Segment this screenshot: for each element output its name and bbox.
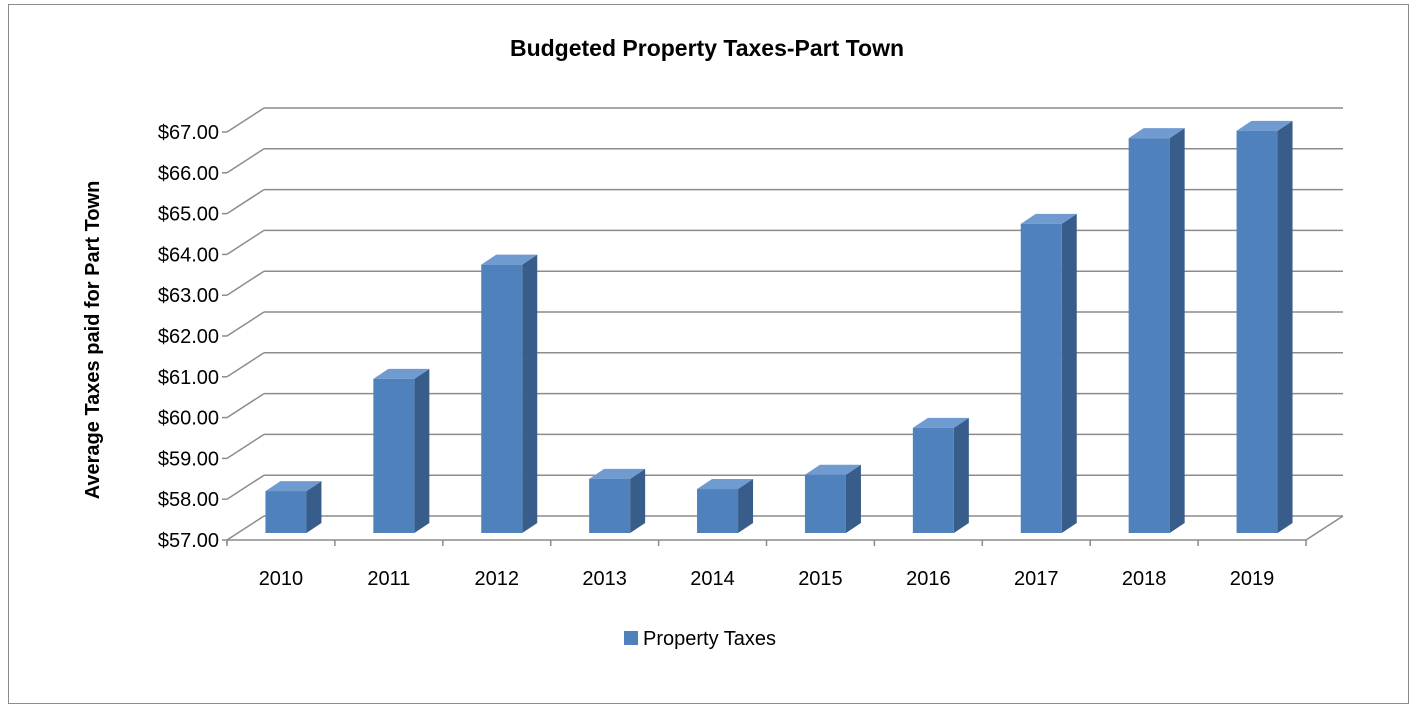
bar-top <box>912 417 969 428</box>
y-axis-label: Average Taxes paid for Part Town <box>82 181 104 500</box>
legend-label: Property Taxes <box>643 628 776 650</box>
y-tick-label: $67.00 <box>158 122 219 144</box>
bar <box>1236 130 1278 534</box>
bar <box>1128 138 1170 533</box>
bar-side <box>1169 128 1185 533</box>
bar-2015 <box>804 464 861 533</box>
bar-side <box>738 479 754 533</box>
bar-top <box>373 368 430 379</box>
chart: Budgeted Property Taxes-Part Town $57.00… <box>82 35 1344 650</box>
bar-2014 <box>697 479 754 533</box>
x-tick-label: 2015 <box>798 568 843 590</box>
gridline-side <box>226 107 265 133</box>
gridline-side <box>226 188 265 215</box>
x-tick-label: 2010 <box>259 568 304 590</box>
x-tick-label: 2012 <box>475 568 520 590</box>
bar-top <box>804 464 861 475</box>
bar-top <box>697 479 754 490</box>
y-tick-label: $63.00 <box>158 285 219 307</box>
bar-2010 <box>265 481 322 533</box>
bar-2012 <box>481 254 538 533</box>
bars <box>265 120 1293 534</box>
gridline-side <box>226 352 265 378</box>
bar-top <box>1128 128 1185 139</box>
bar <box>589 478 631 533</box>
bar-side <box>522 254 538 533</box>
legend-swatch <box>624 631 638 645</box>
gridline-side <box>226 311 265 337</box>
y-tick-label: $57.00 <box>158 530 219 552</box>
y-tick-label: $66.00 <box>158 163 219 185</box>
bar-side <box>845 464 861 533</box>
bar-side <box>1061 213 1077 533</box>
bar-top <box>589 468 646 479</box>
bar <box>481 264 523 533</box>
y-tick-label: $61.00 <box>158 367 219 389</box>
y-tick-label: $62.00 <box>158 326 219 348</box>
bar-2018 <box>1128 128 1185 533</box>
bar-2019 <box>1236 120 1293 534</box>
gridline-side <box>226 148 265 174</box>
x-tick-label: 2017 <box>1014 568 1059 590</box>
bar-side <box>953 417 969 533</box>
bar-side <box>630 468 646 533</box>
y-tick-label: $60.00 <box>158 408 219 430</box>
gridline-side <box>226 270 265 296</box>
bar-top <box>1020 213 1077 224</box>
gridline-side <box>226 474 265 500</box>
bar <box>804 474 846 533</box>
bar <box>697 489 739 533</box>
y-tick-label: $59.00 <box>158 448 219 470</box>
chart-title: Budgeted Property Taxes-Part Town <box>510 35 904 61</box>
floor-side-edge <box>1305 515 1344 541</box>
bar <box>912 427 954 533</box>
gridline-side <box>226 229 265 256</box>
y-axis-ticks: $57.00 $58.00 $59.00 $60.00 $61.00 $62.00 $63.… <box>158 122 227 552</box>
bar-top <box>481 254 538 265</box>
bar-top <box>1236 120 1293 131</box>
x-tick-label: 2019 <box>1230 568 1275 590</box>
gridline-side <box>226 515 265 541</box>
bar-2016 <box>912 417 969 533</box>
bar-2017 <box>1020 213 1077 533</box>
x-tick-label: 2013 <box>582 568 627 590</box>
y-tick-label: $65.00 <box>158 204 219 226</box>
x-tick-label: 2011 <box>367 568 410 590</box>
bar <box>373 378 415 533</box>
x-axis-ticks: 2010 2011 2012 2013 2014 2015 2016 2017 2018 2019 <box>226 540 1307 590</box>
bar-side <box>1277 120 1293 533</box>
bar-side <box>414 368 430 533</box>
bar <box>1020 223 1062 533</box>
y-tick-label: $64.00 <box>158 244 219 266</box>
x-tick-label: 2016 <box>906 568 951 590</box>
bar-top <box>265 481 322 492</box>
bar-side <box>306 481 322 533</box>
gridline-side <box>226 392 265 419</box>
bar-2011 <box>373 368 430 533</box>
y-tick-label: $58.00 <box>158 489 219 511</box>
gridline-side <box>226 433 265 460</box>
bar-2013 <box>589 468 646 533</box>
x-tick-label: 2018 <box>1122 568 1167 590</box>
legend: Property Taxes <box>624 628 776 650</box>
x-tick-label: 2014 <box>690 568 735 590</box>
bar <box>265 491 307 533</box>
